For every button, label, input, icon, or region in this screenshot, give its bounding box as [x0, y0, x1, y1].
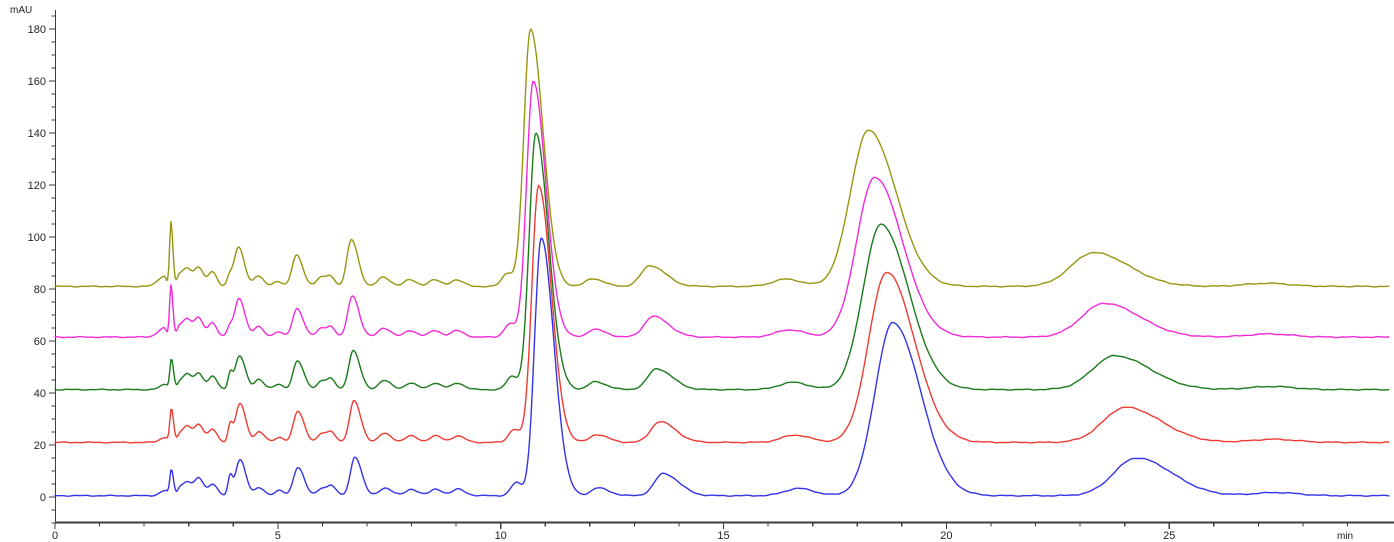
trace-magenta — [54, 80, 1390, 339]
axes — [49, 10, 1394, 529]
x-tick-label: 20 — [940, 530, 952, 542]
y-tick-label: 180 — [28, 24, 46, 36]
y-tick-label: 20 — [34, 440, 46, 452]
x-tick-label: 25 — [1163, 530, 1175, 542]
traces — [54, 28, 1390, 497]
trace-green — [54, 132, 1390, 391]
x-tick-label: 15 — [717, 530, 729, 542]
trace-red — [54, 184, 1390, 444]
x-tick-label: 5 — [275, 530, 281, 542]
y-tick-label: 160 — [28, 76, 46, 88]
y-tick-label: 60 — [34, 336, 46, 348]
y-tick-label: 0 — [40, 492, 46, 504]
y-axis-unit-label: mAU — [10, 5, 32, 16]
trace-blue — [54, 237, 1390, 497]
y-tick-label: 40 — [34, 388, 46, 400]
y-tick-label: 120 — [28, 180, 46, 192]
x-tick-label: 10 — [495, 530, 507, 542]
x-tick-label: 0 — [52, 530, 58, 542]
trace-olive — [54, 28, 1390, 288]
y-tick-label: 140 — [28, 128, 46, 140]
y-tick-label: 100 — [28, 232, 46, 244]
y-tick-label: 80 — [34, 284, 46, 296]
x-axis-unit-label: min — [1337, 531, 1353, 542]
tick-labels: 0 5 10 15 20 25 0 20 40 60 80 100 120 140 160 180 — [28, 24, 1176, 542]
